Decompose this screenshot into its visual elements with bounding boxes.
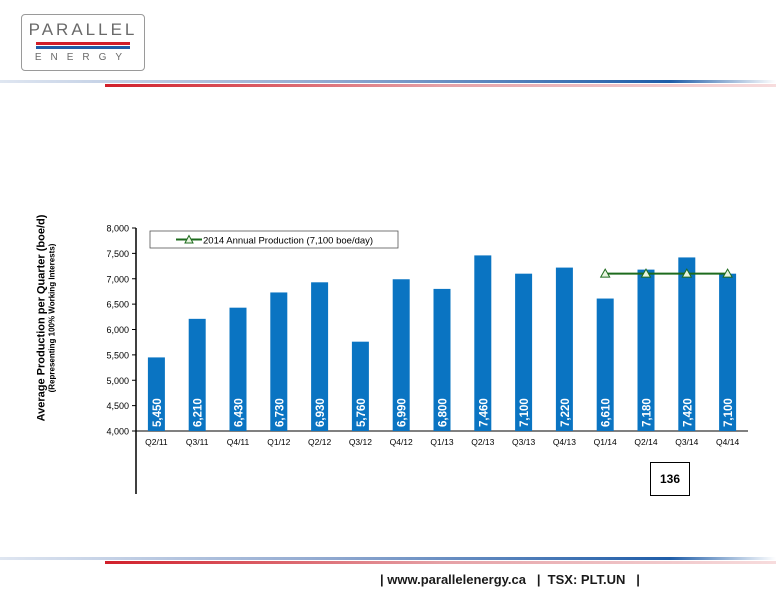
- y-tick-label: 5,000: [106, 376, 129, 386]
- bar-Q3-14: [678, 257, 696, 431]
- bar-Q3-11: [188, 318, 206, 431]
- y-tick-label: 8,000: [106, 224, 129, 234]
- bar-Q2-14: [637, 269, 655, 431]
- bar-Q3-12: [351, 341, 369, 431]
- bar-Q2-12: [311, 282, 329, 431]
- bar-data-label: 6,930: [315, 398, 327, 427]
- x-tick-label: Q2/14: [634, 437, 657, 447]
- x-tick-label: Q3/14: [675, 437, 698, 447]
- bar-Q3-13: [515, 273, 533, 431]
- y-tick-label: 6,500: [106, 300, 129, 310]
- y-tick-label: 5,500: [106, 350, 129, 360]
- bar-data-label: 7,100: [519, 398, 531, 427]
- x-tick-label: Q3/12: [349, 437, 372, 447]
- annual-production-marker: [722, 268, 733, 278]
- bar-data-label: 6,610: [601, 398, 613, 427]
- y-tick-label: 6,000: [106, 325, 129, 335]
- y-tick-label: 7,000: [106, 274, 129, 284]
- bar-Q4-14: [719, 273, 737, 431]
- footer-text: | www.parallelenergy.ca | TSX: PLT.UN |: [380, 572, 640, 587]
- header-stripe-blue-end: [670, 80, 776, 83]
- legend-box: [149, 230, 399, 249]
- x-tick-label: Q1/12: [267, 437, 290, 447]
- bar-data-label: 5,760: [356, 398, 368, 427]
- x-tick-label: Q1/13: [430, 437, 453, 447]
- x-tick-label: Q1/14: [594, 437, 617, 447]
- bar-Q1-14: [596, 298, 614, 431]
- annual-production-marker: [599, 268, 611, 278]
- bar-Q4-12: [392, 279, 410, 431]
- bar-data-label: 6,800: [438, 398, 450, 427]
- header-stripe-light: [0, 80, 670, 83]
- bar-data-label: 7,100: [723, 398, 735, 427]
- y-tick-label: 4,500: [106, 401, 129, 411]
- y-tick-label: 7,500: [106, 249, 129, 259]
- bar-Q1-13: [433, 288, 451, 431]
- bar-data-label: 6,990: [397, 398, 409, 427]
- logo-red-stripe: [36, 42, 130, 45]
- bar-data-label: 6,730: [274, 398, 286, 427]
- parallel-energy-logo: PARALLEL ENERGY: [21, 14, 145, 71]
- footer-stripe-blue-end: [670, 557, 776, 560]
- y-tick-label: 4,000: [106, 427, 129, 437]
- bar-Q4-11: [229, 307, 247, 431]
- logo-top-word: PARALLEL: [28, 20, 138, 39]
- x-tick-label: Q4/11: [227, 437, 250, 447]
- x-tick-label: Q3/11: [186, 437, 209, 447]
- legend-label: 2014 Annual Production (7,100 boe/day): [203, 236, 373, 247]
- legend-marker-swatch: [184, 234, 194, 244]
- bar-data-label: 7,220: [560, 398, 572, 427]
- bar-data-label: 6,210: [193, 398, 205, 427]
- bar-data-label: 7,420: [682, 398, 694, 427]
- x-tick-label: Q4/13: [553, 437, 576, 447]
- y-axis-label-main: Average Production per Quarter (boe/d): [35, 214, 48, 422]
- y-axis-label-sub: (Representing 100% Working Interests): [47, 243, 57, 393]
- logo-blue-stripe: [36, 46, 130, 49]
- x-tick-label: Q2/11: [145, 437, 168, 447]
- logo-bottom-word: ENERGY: [34, 52, 132, 63]
- bar-Q1-12: [270, 292, 288, 431]
- header-stripe-red: [105, 84, 776, 87]
- bar-data-label: 6,430: [234, 398, 246, 427]
- page-number: 136: [659, 472, 681, 486]
- x-tick-label: Q2/13: [471, 437, 494, 447]
- page-number-box: 136: [650, 462, 690, 496]
- bar-data-label: 7,180: [642, 398, 654, 427]
- bar-Q2-11: [147, 357, 165, 431]
- footer-stripe-red: [105, 561, 776, 564]
- x-tick-label: Q4/12: [390, 437, 413, 447]
- bar-Q2-13: [474, 255, 492, 431]
- annual-production-marker: [640, 268, 652, 278]
- y-axis-label: Average Production per Quarter (boe/d) (…: [36, 208, 57, 428]
- x-tick-label: Q4/14: [716, 437, 739, 447]
- footer-stripe-light: [0, 557, 670, 560]
- x-tick-label: Q2/12: [308, 437, 331, 447]
- x-tick-label: Q3/13: [512, 437, 535, 447]
- bar-data-label: 7,460: [478, 398, 490, 427]
- bar-Q4-13: [555, 267, 573, 431]
- bar-data-label: 5,450: [152, 398, 164, 427]
- annual-production-marker: [681, 268, 693, 278]
